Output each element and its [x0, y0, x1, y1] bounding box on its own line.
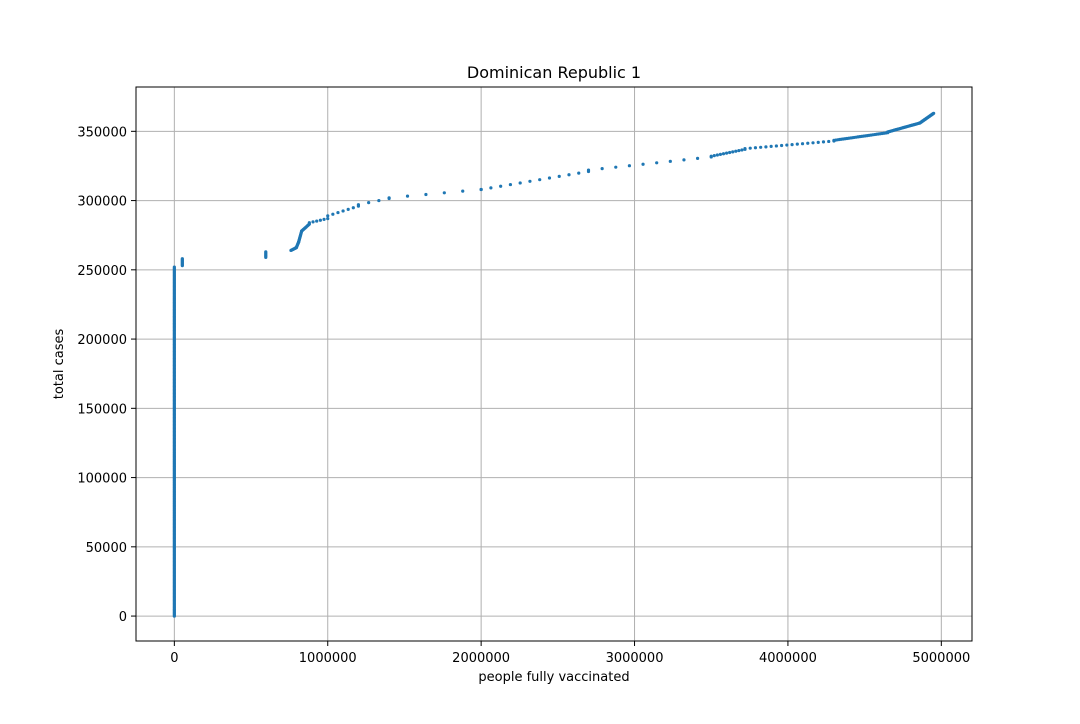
x-tick-label: 1000000 — [299, 651, 357, 666]
data-point — [709, 154, 713, 158]
data-point — [731, 150, 735, 154]
data-point — [331, 212, 335, 216]
y-tick-label: 0 — [119, 610, 127, 625]
data-point — [800, 142, 805, 146]
scatter-points — [172, 111, 936, 618]
data-point — [718, 152, 723, 156]
data-point — [827, 139, 831, 144]
y-tick-label: 250000 — [77, 264, 127, 279]
data-point — [668, 159, 672, 163]
data-point — [821, 140, 826, 144]
y-tick-label: 200000 — [77, 333, 127, 348]
data-point — [806, 141, 810, 145]
x-tick-label: 5000000 — [912, 651, 970, 666]
data-point — [387, 196, 391, 200]
data-point — [307, 221, 311, 225]
data-point — [479, 187, 483, 192]
data-point — [734, 149, 738, 153]
data-point — [489, 186, 493, 190]
data-point — [740, 148, 744, 152]
data-point — [682, 158, 686, 162]
y-axis-label: total cases — [52, 329, 67, 400]
data-point — [264, 250, 268, 254]
data-point — [790, 143, 794, 147]
data-point — [769, 144, 773, 148]
chart-title: Dominican Republic 1 — [467, 63, 641, 82]
data-point — [528, 179, 532, 183]
y-tick-label: 100000 — [77, 472, 127, 487]
data-point — [759, 145, 763, 149]
data-point — [785, 143, 789, 147]
x-tick-label: 0 — [170, 651, 178, 666]
y-tick-label: 300000 — [77, 195, 127, 210]
data-point — [351, 206, 355, 210]
plot-frame — [135, 86, 973, 642]
data-point — [341, 209, 345, 213]
data-point — [499, 184, 503, 188]
data-point — [764, 145, 768, 149]
data-point — [721, 152, 726, 156]
data-point — [367, 201, 371, 205]
data-point — [567, 173, 571, 177]
data-point — [774, 144, 778, 148]
data-point — [518, 181, 522, 185]
data-point — [695, 156, 700, 160]
data-point — [600, 167, 604, 171]
data-point — [614, 165, 618, 169]
data-point — [315, 219, 319, 223]
data-point — [737, 148, 741, 153]
data-point — [172, 265, 176, 269]
data-point — [712, 154, 716, 158]
data-point — [336, 210, 340, 215]
data-point — [715, 153, 719, 157]
data-point — [442, 191, 446, 195]
data-point — [655, 161, 659, 165]
data-point — [547, 176, 552, 180]
data-point — [795, 142, 799, 146]
data-point — [816, 140, 820, 144]
data-point — [424, 192, 428, 197]
data-point — [627, 164, 632, 168]
data-point — [538, 178, 542, 182]
data-point — [748, 146, 752, 150]
data-point — [318, 218, 322, 222]
data-point — [780, 143, 784, 148]
data-point — [641, 162, 645, 166]
data-point — [932, 111, 936, 115]
data-point — [405, 194, 410, 198]
data-point — [728, 150, 732, 155]
data-point — [377, 198, 381, 203]
x-axis-label: people fully vaccinated — [478, 670, 629, 685]
data-point — [326, 214, 330, 218]
x-tick-label: 3000000 — [606, 651, 664, 666]
y-tick-label: 50000 — [86, 541, 127, 556]
axis-ticks: 0 1000000 2000000 3000000 4000000 5000000 0 500… — [77, 125, 970, 666]
data-point — [577, 171, 581, 175]
data-point — [724, 151, 729, 155]
data-point — [743, 147, 747, 151]
data-point — [356, 203, 361, 207]
data-point — [557, 174, 561, 178]
data-point — [322, 217, 326, 222]
x-tick-label: 2000000 — [452, 651, 510, 666]
data-point — [753, 146, 758, 150]
x-tick-label: 4000000 — [759, 651, 817, 666]
data-point — [811, 141, 815, 145]
y-tick-label: 150000 — [77, 402, 127, 417]
data-point — [508, 182, 513, 187]
data-point — [180, 257, 184, 261]
data-point — [311, 220, 315, 224]
grid-lines — [136, 87, 972, 641]
data-point — [326, 216, 330, 221]
data-point — [346, 207, 350, 211]
y-tick-label: 350000 — [77, 125, 127, 140]
data-point — [586, 168, 591, 172]
data-point — [461, 189, 465, 193]
